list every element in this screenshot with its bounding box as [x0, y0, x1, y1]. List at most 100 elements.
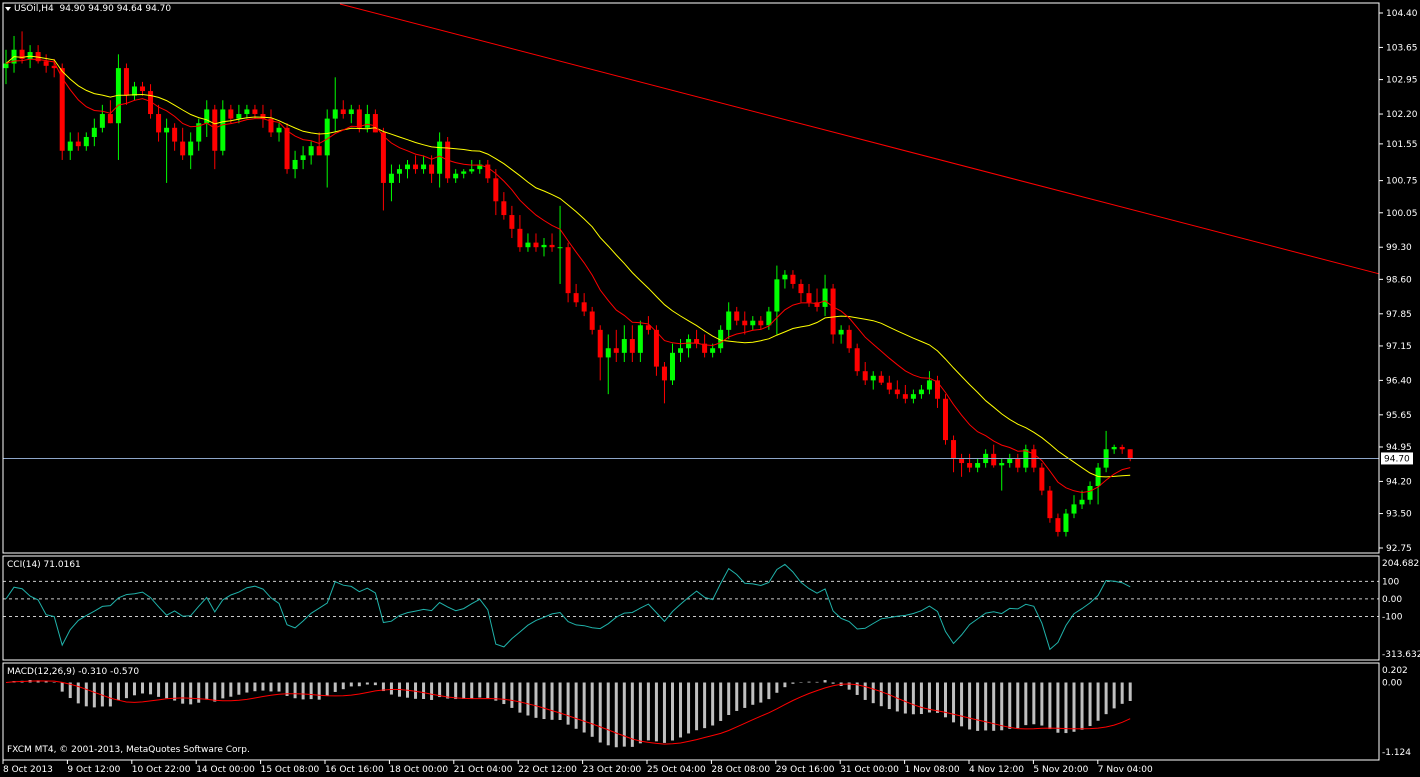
- candle: [156, 104, 162, 142]
- candle: [702, 334, 708, 358]
- candle-body: [477, 164, 483, 170]
- candle-body: [67, 141, 73, 151]
- candle-body: [782, 274, 788, 280]
- candle: [405, 159, 410, 179]
- candle: [228, 104, 234, 124]
- candle: [686, 334, 692, 358]
- price-tick-label: 104.40: [1386, 9, 1418, 19]
- candle: [421, 155, 427, 174]
- candle: [276, 123, 282, 142]
- candle: [1055, 513, 1061, 537]
- candle: [180, 127, 186, 160]
- candle-body: [228, 109, 234, 119]
- candle-body: [324, 118, 330, 156]
- candle: [1127, 449, 1133, 462]
- candle-body: [991, 453, 997, 466]
- candle-body: [918, 389, 924, 395]
- candle-body: [549, 244, 555, 248]
- candle: [830, 283, 836, 344]
- candle: [565, 242, 571, 303]
- footer-copyright: FXCM MT4, © 2001-2013, MetaQuotes Softwa…: [7, 745, 250, 755]
- current-price-label: 94.70: [1384, 454, 1410, 464]
- candle-body: [1039, 467, 1045, 491]
- candle: [164, 118, 170, 183]
- candle-body: [148, 91, 154, 115]
- candle: [822, 274, 828, 317]
- candle-body: [461, 171, 467, 174]
- candle-body: [814, 302, 820, 307]
- price-tick-label: 100.75: [1386, 177, 1418, 187]
- time-tick-label: 7 Nov 04:00: [1098, 765, 1153, 775]
- candle-body: [589, 311, 595, 330]
- candle-body: [710, 348, 716, 353]
- candle: [252, 104, 258, 119]
- candle: [268, 109, 274, 137]
- candle-body: [910, 394, 916, 399]
- candle-body: [726, 311, 732, 330]
- candle-body: [702, 343, 708, 353]
- candle: [429, 155, 435, 183]
- time-tick-label: 15 Oct 08:00: [261, 765, 320, 775]
- chart-menu-triangle-icon[interactable]: [5, 7, 11, 11]
- ohlc-label: 94.90 94.90 94.64 94.70: [59, 4, 172, 14]
- macd-label: MACD(12,26,9) -0.310 -0.570: [7, 667, 140, 677]
- candle: [846, 325, 852, 353]
- candle-body: [405, 164, 410, 170]
- time-tick-label: 9 Oct 12:00: [67, 765, 120, 775]
- candle: [11, 35, 17, 73]
- candle: [758, 316, 764, 330]
- candle-body: [501, 201, 507, 216]
- candle: [991, 444, 997, 468]
- candle: [413, 155, 419, 174]
- candle-body: [509, 215, 515, 229]
- candle: [902, 384, 908, 404]
- cci-panel-frame: [2, 555, 1380, 661]
- current-price-badge: [1381, 452, 1413, 465]
- candle: [485, 159, 491, 183]
- candle: [308, 141, 314, 165]
- candle-body: [91, 127, 97, 137]
- candle: [1095, 463, 1101, 505]
- candle: [75, 132, 81, 151]
- candle: [999, 458, 1005, 491]
- candle-body: [661, 366, 667, 381]
- candle-body: [83, 136, 89, 147]
- candle-body: [413, 164, 419, 170]
- price-tick-label: 94.20: [1386, 477, 1412, 487]
- candle-body: [902, 394, 908, 399]
- cci-axis-label: 204.6825: [1382, 559, 1420, 569]
- time-tick-label: 23 Oct 20:00: [583, 765, 642, 775]
- candle: [1063, 508, 1069, 537]
- candle: [549, 233, 555, 252]
- candle: [204, 100, 210, 137]
- candle: [862, 362, 868, 385]
- candle-body: [1079, 499, 1085, 505]
- candle-body: [276, 127, 282, 133]
- candle-body: [581, 302, 587, 312]
- candle: [854, 343, 860, 376]
- candle-body: [332, 109, 338, 119]
- candle-body: [629, 339, 635, 353]
- candle: [613, 329, 619, 363]
- candle: [1087, 481, 1093, 505]
- candle-body: [356, 109, 362, 128]
- cci-axis-label: -313.632: [1382, 650, 1420, 660]
- candle: [212, 104, 218, 170]
- candle: [123, 63, 129, 105]
- price-tick-label: 100.05: [1386, 209, 1418, 219]
- cci-axis-label: 0.00: [1382, 595, 1402, 605]
- candle: [742, 311, 748, 335]
- candle-body: [1071, 504, 1077, 514]
- candle-body: [453, 173, 459, 179]
- candle: [573, 283, 579, 307]
- candle-body: [806, 293, 812, 303]
- candle: [3, 49, 9, 85]
- candle: [814, 288, 820, 312]
- candle-body: [926, 380, 932, 390]
- candle: [589, 306, 595, 335]
- candle-body: [196, 123, 202, 142]
- candle: [678, 339, 684, 363]
- candle: [43, 54, 49, 73]
- candle-body: [870, 375, 876, 381]
